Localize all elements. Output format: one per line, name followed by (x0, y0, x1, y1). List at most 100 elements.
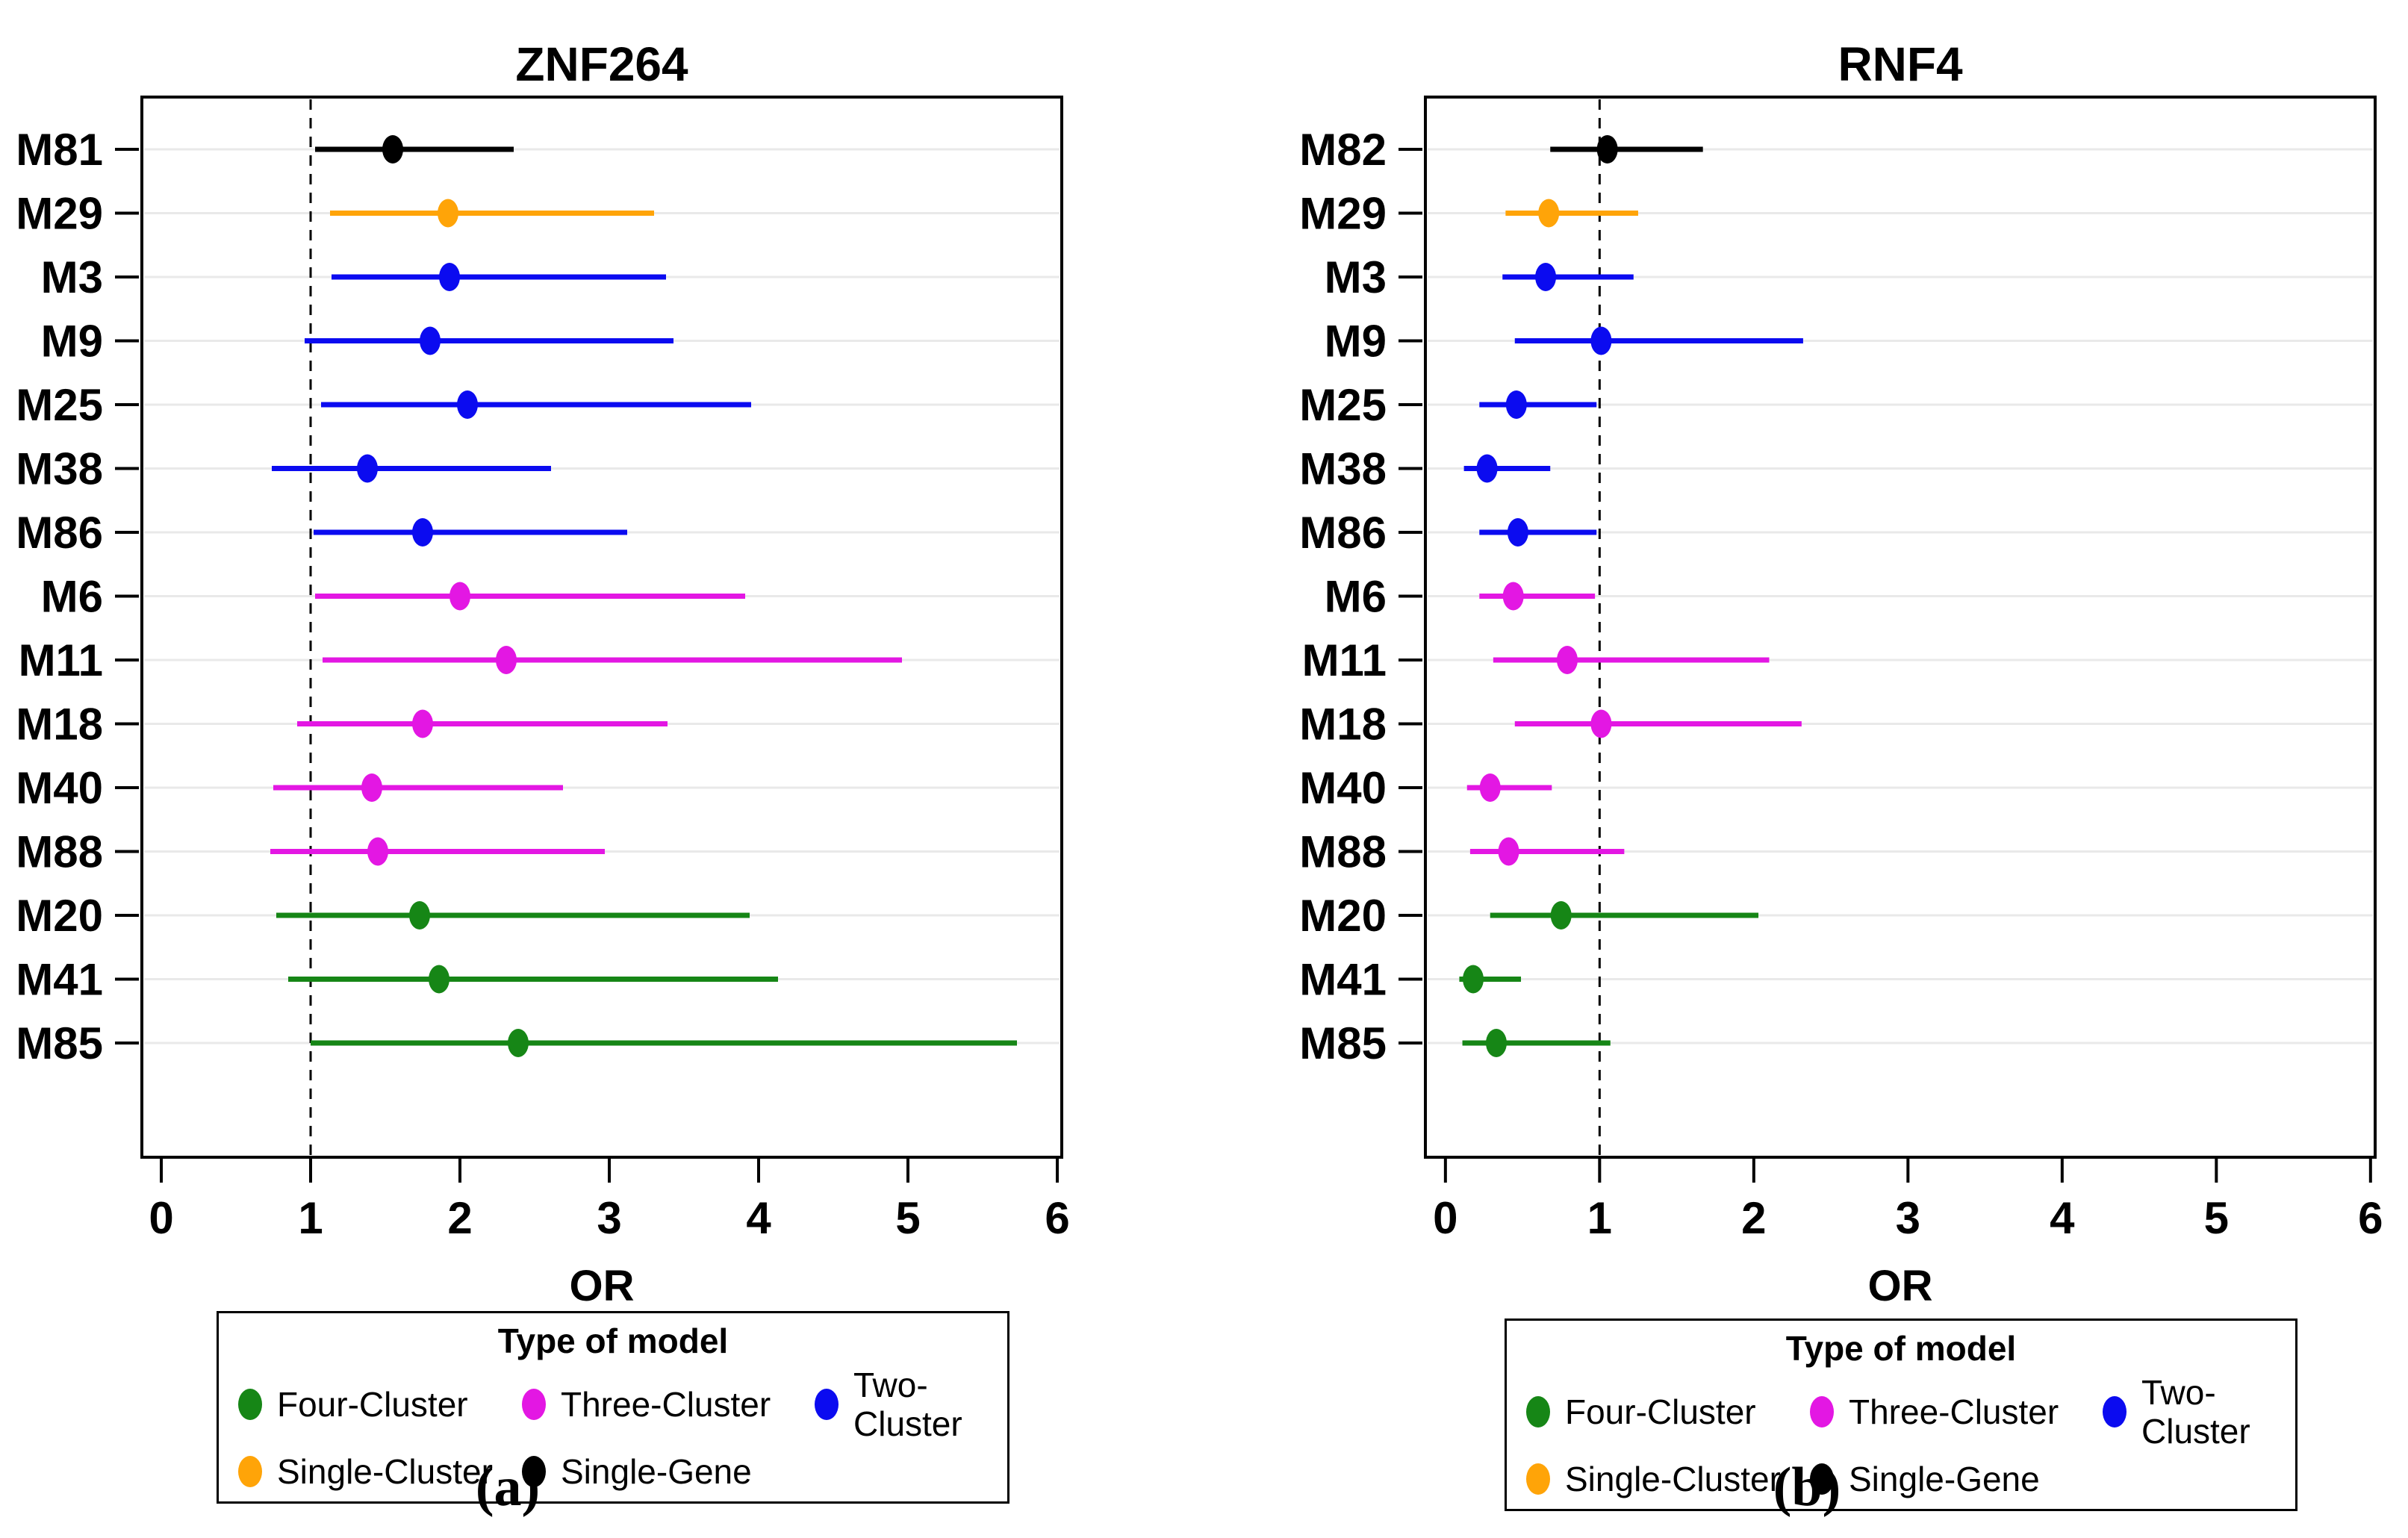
y-label-M41: M41 (1299, 955, 1387, 1005)
legend-dot-icon (1526, 1396, 1550, 1428)
point-M40 (361, 773, 382, 802)
legend-item-label: Single-Cluster (277, 1452, 493, 1491)
legend-item-label: Four-Cluster (277, 1385, 468, 1424)
point-M11 (496, 646, 517, 674)
point-M18 (1590, 709, 1612, 738)
y-label-M6: M6 (41, 572, 103, 622)
point-M85 (508, 1029, 529, 1057)
point-M40 (1479, 773, 1501, 802)
legend-title: Type of model (1785, 1329, 2017, 1368)
x-tick-label-0: 0 (1433, 1193, 1457, 1243)
point-M20 (409, 901, 430, 930)
x-tick-label-2: 2 (1741, 1193, 1766, 1243)
legend-dot-icon (815, 1389, 839, 1420)
y-label-M85: M85 (1299, 1018, 1387, 1068)
legend-dot-icon (238, 1389, 262, 1420)
y-label-M20: M20 (1299, 891, 1387, 941)
caption-b: (b) (1773, 1457, 1841, 1518)
point-M9 (1590, 326, 1612, 355)
point-M41 (1463, 965, 1484, 994)
x-tick-label-3: 3 (597, 1193, 621, 1243)
point-M3 (439, 263, 460, 291)
legend-item-single-gene: Single-Gene (1810, 1460, 2103, 1498)
y-label-M85: M85 (16, 1018, 103, 1068)
legend-dot-icon (522, 1456, 546, 1487)
legend-item-single-cluster: Single-Cluster (238, 1452, 522, 1491)
y-label-M25: M25 (16, 380, 103, 430)
y-label-M9: M9 (41, 317, 103, 367)
y-label-M41: M41 (16, 955, 103, 1005)
legend-dot-icon (522, 1389, 546, 1420)
x-axis-label: OR (1868, 1262, 1933, 1310)
y-label-M11: M11 (1302, 635, 1387, 685)
y-label-M11: M11 (19, 635, 103, 685)
point-M86 (1507, 518, 1528, 547)
y-label-M20: M20 (16, 891, 103, 941)
y-label-M18: M18 (16, 700, 103, 750)
y-label-M3: M3 (1325, 252, 1387, 302)
point-M20 (1550, 901, 1572, 930)
point-M6 (1502, 582, 1524, 611)
legend-item-label: Three-Cluster (1849, 1392, 2059, 1431)
point-M41 (429, 965, 449, 994)
point-M38 (357, 454, 378, 483)
x-tick-label-5: 5 (895, 1193, 920, 1243)
legend-item-single-cluster: Single-Cluster (1526, 1460, 1810, 1498)
x-tick-label-6: 6 (2358, 1193, 2383, 1243)
point-M29 (1538, 199, 1560, 228)
x-axis-label: OR (570, 1262, 635, 1310)
point-M3 (1535, 263, 1557, 291)
plot-border (1424, 96, 2377, 1159)
point-M25 (457, 390, 478, 419)
legend-item-label: Two-Cluster (2141, 1373, 2250, 1451)
y-label-M88: M88 (16, 827, 103, 877)
y-label-M18: M18 (1299, 700, 1387, 750)
legend-dot-icon (1810, 1463, 1834, 1495)
y-label-M29: M29 (16, 189, 103, 239)
legend-dot-icon (1526, 1463, 1550, 1495)
legend-items: Four-Cluster Three-Cluster Two-Cluster Sing… (238, 1366, 988, 1491)
legend-item-three-cluster: Three-Cluster (1810, 1373, 2103, 1451)
legend-item-label: Single-Cluster (1565, 1460, 1781, 1498)
y-label-M82: M82 (1299, 125, 1387, 175)
x-tick-label-4: 4 (746, 1193, 771, 1243)
legend-rnf4: Type of model Four-Cluster Three-Cluster Tw… (1505, 1318, 2297, 1511)
plot-title: ZNF264 (515, 37, 688, 91)
y-label-M86: M86 (1299, 508, 1387, 558)
point-M85 (1485, 1029, 1507, 1057)
legend-dot-icon (238, 1456, 262, 1487)
legend-item-single-gene: Single-Gene (522, 1452, 815, 1491)
y-label-M38: M38 (16, 444, 103, 494)
y-label-M25: M25 (1299, 380, 1387, 430)
point-M9 (420, 326, 441, 355)
legend-item-label: Single-Gene (561, 1452, 752, 1491)
y-label-M29: M29 (1299, 189, 1387, 239)
y-label-M86: M86 (16, 508, 103, 558)
point-M88 (367, 837, 388, 866)
x-tick-label-4: 4 (2050, 1193, 2075, 1243)
legend-item-label: Two-Cluster (853, 1366, 962, 1443)
y-label-M81: M81 (16, 125, 103, 175)
legend-item-label: Four-Cluster (1565, 1392, 1756, 1431)
forest-plot-rnf4: RNF4 M82 M29 M3 M9 M25 M38 M86 M6 M11 M18 M40 M88 M20… (1299, 37, 2383, 1310)
legend-dot-icon (1810, 1396, 1834, 1428)
x-tick-label-1: 1 (1587, 1193, 1612, 1243)
point-M82 (1596, 135, 1618, 164)
x-tick-label-5: 5 (2204, 1193, 2229, 1243)
point-M88 (1498, 837, 1519, 866)
y-label-M40: M40 (1299, 763, 1387, 813)
point-M25 (1505, 390, 1527, 419)
y-label-M9: M9 (1325, 317, 1387, 367)
forest-plot-znf264: ZNF264 M81 M29 M3 M9 M25 M38 M86 M6 M11 M18 M40 M88 M… (16, 37, 1069, 1310)
y-label-M88: M88 (1299, 827, 1387, 877)
x-tick-label-6: 6 (1045, 1193, 1069, 1243)
point-M81 (382, 135, 403, 164)
point-M11 (1556, 646, 1578, 674)
plot-border (140, 96, 1063, 1159)
x-tick-label-3: 3 (1896, 1193, 1920, 1243)
point-M18 (412, 709, 433, 738)
legend-item-four-cluster: Four-Cluster (238, 1366, 522, 1443)
y-label-M3: M3 (41, 252, 103, 302)
legend-znf264: Type of model Four-Cluster Three-Cluster Tw… (217, 1311, 1009, 1504)
x-tick-label-2: 2 (447, 1193, 472, 1243)
